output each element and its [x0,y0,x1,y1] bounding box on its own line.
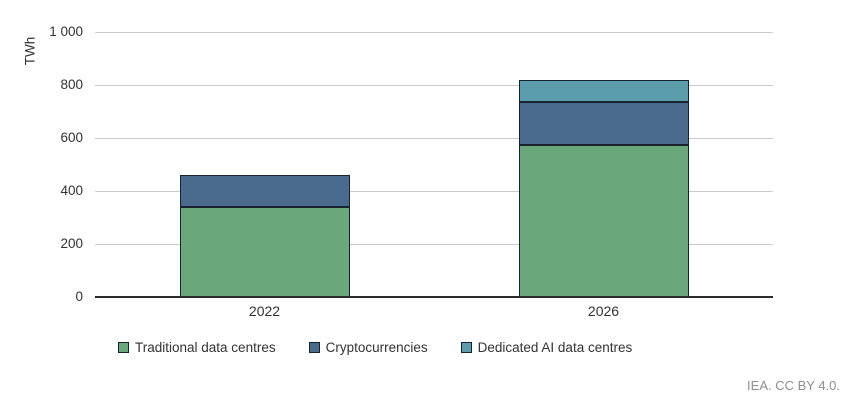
y-tick-label: 1 000 [49,24,83,39]
gridline [95,190,773,192]
legend-swatch-dedicated-ai-data-centres [460,342,472,353]
legend-swatch-cryptocurrencies [308,342,320,353]
legend-label: Cryptocurrencies [325,340,428,355]
legend: Traditional data centres Cryptocurrencies… [118,340,632,355]
legend-swatch-traditional-data-centres [118,342,129,353]
gridline [95,137,773,139]
legend-item-traditional-data-centres: Traditional data centres [118,340,276,355]
y-tick-label: 400 [60,183,83,198]
gridline [95,84,773,86]
legend-label: Dedicated AI data centres [477,340,633,355]
gridline [95,31,773,33]
bar-segment-2026-cryptocurrencies [518,102,689,145]
bar-segment-2026-traditional-data-centres [518,144,689,297]
y-tick-label: 600 [60,130,83,145]
y-tick-label: 800 [60,77,83,92]
y-tick-label: 200 [60,236,83,251]
y-axis-title: TWh [22,36,38,66]
x-axis-line [95,296,773,298]
bar-segment-2022-cryptocurrencies [179,175,350,207]
x-tick-label-2026: 2026 [587,303,620,319]
y-tick-label: 0 [75,289,83,304]
legend-item-dedicated-ai-data-centres: Dedicated AI data centres [460,340,633,355]
x-tick-label-2022: 2022 [248,303,281,319]
legend-item-cryptocurrencies: Cryptocurrencies [308,340,428,355]
bar-segment-2026-dedicated-ai-data-centres [518,79,689,103]
legend-label: Traditional data centres [135,340,276,355]
attribution-text: IEA. CC BY 4.0. [747,378,840,393]
gridline [95,243,773,245]
bar-segment-2022-traditional-data-centres [179,206,350,297]
